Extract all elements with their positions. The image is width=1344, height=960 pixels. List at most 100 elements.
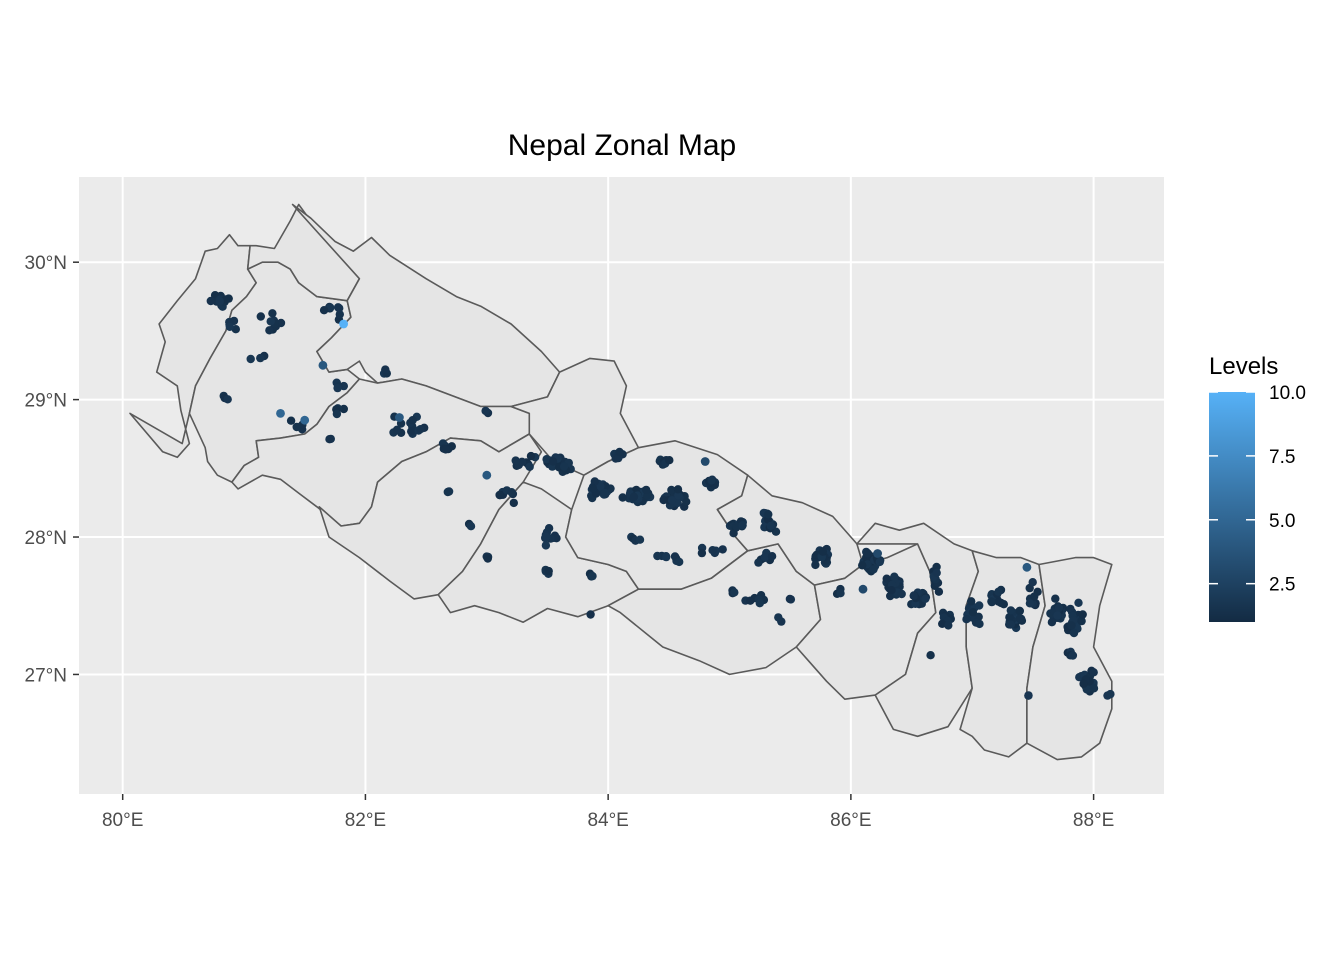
legend-label: 2.5 — [1269, 575, 1295, 596]
data-point — [1067, 621, 1076, 630]
data-point — [836, 589, 845, 598]
data-point — [1005, 613, 1014, 622]
data-point — [416, 425, 425, 434]
x-tick-label: 80°E — [102, 810, 143, 831]
data-point — [1068, 651, 1078, 660]
legend-label: 5.0 — [1269, 511, 1295, 532]
data-point — [767, 552, 777, 561]
data-point — [542, 532, 551, 541]
data-point — [732, 522, 741, 531]
data-point — [215, 297, 224, 306]
data-point — [882, 574, 891, 583]
data-point — [1015, 614, 1025, 623]
data-point — [921, 594, 930, 603]
data-point — [268, 309, 277, 318]
legend-title: Levels — [1209, 353, 1278, 380]
data-point — [774, 613, 783, 622]
data-point — [682, 497, 691, 506]
data-point — [588, 571, 597, 581]
data-point — [667, 496, 677, 505]
data-point — [319, 306, 329, 315]
data-point — [975, 619, 984, 629]
chart-title: Nepal Zonal Map — [508, 129, 736, 162]
data-point — [1047, 618, 1057, 627]
data-point — [760, 553, 770, 562]
data-point — [1006, 606, 1015, 615]
data-point — [738, 521, 747, 530]
data-point — [968, 608, 978, 617]
axes: 80°E 82°E 84°E 86°E 88°E 27°N 28°N 29°N 30°N — [25, 253, 1115, 831]
zone-boundaries — [129, 203, 1113, 761]
data-point — [662, 552, 671, 562]
legend-label: 10.0 — [1269, 383, 1306, 404]
data-point — [1015, 606, 1024, 616]
data-point — [869, 565, 878, 574]
x-tick-label: 88°E — [1073, 810, 1114, 831]
data-point — [755, 599, 764, 608]
data-point — [635, 535, 645, 544]
data-point — [730, 588, 739, 597]
data-point — [292, 422, 301, 432]
legend: Levels 10.0 7.5 5.0 2.5 — [1209, 353, 1306, 622]
data-point — [818, 547, 827, 556]
data-point — [766, 521, 775, 531]
y-tick-label: 28°N — [25, 528, 67, 549]
data-point-highlight — [300, 415, 310, 425]
data-point — [225, 322, 234, 331]
data-point — [746, 596, 755, 605]
y-tick-label: 29°N — [25, 391, 67, 412]
data-point — [559, 462, 569, 471]
data-point — [335, 310, 344, 319]
data-point — [785, 594, 795, 604]
data-point — [1106, 689, 1115, 699]
data-point — [246, 354, 255, 364]
data-point — [932, 568, 941, 577]
data-point — [629, 492, 639, 501]
data-point — [256, 353, 265, 363]
data-point-highlight — [318, 360, 328, 370]
data-point — [708, 546, 717, 555]
data-point-highlight — [1022, 562, 1032, 572]
data-point — [932, 562, 941, 572]
data-point — [256, 312, 265, 321]
data-point — [441, 445, 450, 454]
zone-polygon — [856, 522, 980, 738]
data-point — [588, 484, 598, 493]
data-point — [962, 615, 971, 624]
legend-label: 7.5 — [1269, 447, 1295, 468]
data-point — [618, 493, 627, 502]
data-point — [511, 456, 520, 465]
x-tick-label: 86°E — [830, 810, 871, 831]
data-point — [223, 395, 232, 404]
data-point — [1006, 620, 1015, 629]
data-point — [542, 455, 551, 464]
data-point — [1074, 598, 1083, 607]
data-point — [392, 425, 402, 434]
data-point — [481, 406, 490, 416]
data-point — [1053, 611, 1062, 620]
data-point — [1089, 684, 1099, 693]
data-point — [1030, 592, 1039, 601]
data-point — [466, 522, 476, 531]
data-point — [548, 457, 558, 466]
data-point — [926, 651, 935, 660]
data-point — [863, 549, 873, 558]
data-point — [754, 558, 763, 567]
data-point — [586, 610, 595, 619]
data-point — [443, 487, 452, 497]
data-point — [509, 498, 518, 508]
data-point — [541, 541, 551, 550]
data-point — [811, 560, 820, 570]
data-point-highlight — [395, 413, 404, 422]
data-point — [265, 326, 274, 335]
data-point — [381, 365, 390, 374]
x-tick-label: 82°E — [345, 810, 386, 831]
data-point — [897, 589, 906, 599]
data-point — [987, 597, 996, 606]
data-point — [1089, 668, 1098, 677]
data-point — [483, 554, 492, 563]
data-point — [407, 427, 416, 436]
data-point — [1025, 599, 1035, 608]
data-point — [526, 451, 536, 461]
